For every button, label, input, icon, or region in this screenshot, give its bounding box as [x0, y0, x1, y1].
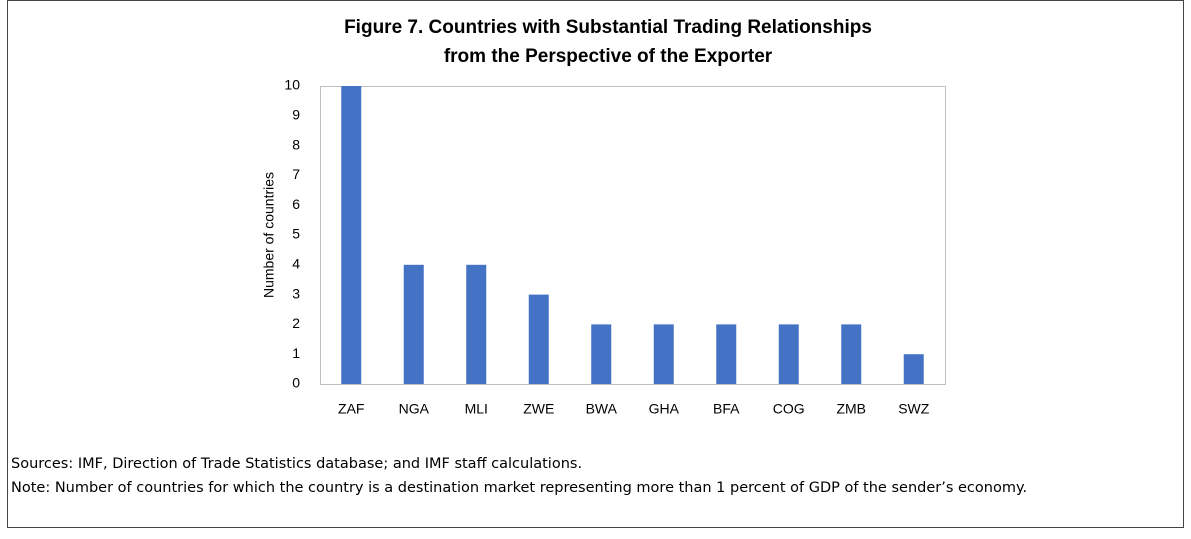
- y-tick-label: 4: [292, 256, 300, 272]
- x-tick-label: COG: [773, 401, 805, 417]
- y-tick-label: 3: [292, 285, 300, 301]
- x-tick-label: BFA: [713, 401, 740, 417]
- x-tick-label: ZWE: [523, 401, 554, 417]
- bar: [528, 294, 549, 384]
- bar: [403, 264, 424, 384]
- note: Note: Number of countries for which the …: [11, 480, 1028, 496]
- y-tick-label: 10: [284, 77, 300, 93]
- x-tick-label: BWA: [586, 401, 618, 417]
- y-axis-label: Number of countries: [261, 172, 277, 298]
- y-tick-label: 2: [292, 315, 300, 331]
- bar: [591, 324, 612, 384]
- chart-title: Figure 7. Countries with Substantial Tra…: [344, 17, 872, 38]
- bar: [716, 324, 737, 384]
- y-tick-label: 6: [292, 196, 300, 212]
- x-tick-label: NGA: [399, 401, 430, 417]
- y-tick-label: 7: [292, 166, 300, 182]
- x-tick-label: SWZ: [898, 401, 930, 417]
- x-tick-label: MLI: [465, 401, 488, 417]
- sources: Sources: IMF, Direction of Trade Statist…: [11, 456, 583, 472]
- plot-area: [320, 86, 946, 385]
- bar: [341, 86, 362, 384]
- bar: [653, 324, 674, 384]
- bar: [841, 324, 862, 384]
- notes: Sources: IMF, Direction of Trade Statist…: [11, 452, 1176, 500]
- bar: [778, 324, 799, 384]
- frame: [7, 0, 1184, 528]
- y-tick-label: 5: [292, 226, 300, 242]
- bar: [466, 264, 487, 384]
- y-tick-label: 9: [292, 107, 300, 123]
- y-tick-label: 0: [292, 375, 300, 391]
- y-tick-label: 1: [292, 345, 300, 361]
- x-tick-label: ZAF: [338, 401, 364, 417]
- x-tick-label: ZMB: [836, 401, 866, 417]
- x-tick-label: GHA: [649, 401, 680, 417]
- y-tick-label: 8: [292, 136, 300, 152]
- bar: [903, 354, 924, 384]
- chart-subtitle: from the Perspective of the Exporter: [444, 46, 773, 67]
